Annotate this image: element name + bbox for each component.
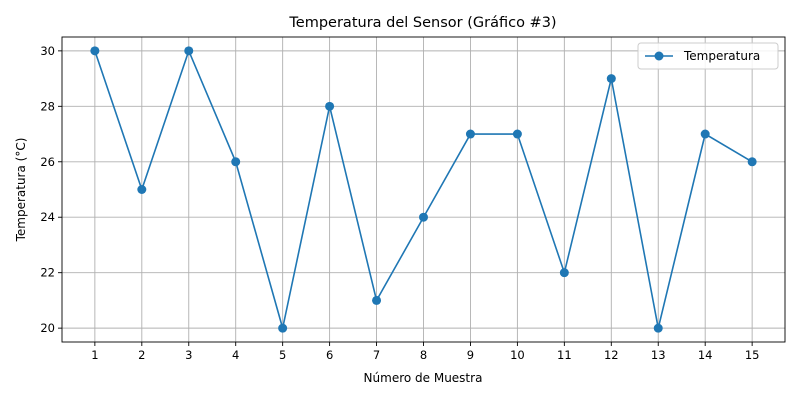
legend-marker xyxy=(654,51,664,61)
data-point xyxy=(231,157,241,167)
data-point xyxy=(137,185,147,194)
x-tick-label: 9 xyxy=(467,348,474,362)
x-tick-label: 11 xyxy=(557,348,572,362)
x-tick-label: 2 xyxy=(138,348,145,362)
data-point xyxy=(184,46,194,56)
y-axis-label: Temperatura (°C) xyxy=(14,138,28,243)
data-point xyxy=(747,157,757,167)
data-point xyxy=(419,212,428,222)
data-point xyxy=(559,268,569,278)
x-tick-label: 6 xyxy=(326,348,333,362)
x-tick-label: 12 xyxy=(604,348,619,362)
y-tick-label: 24 xyxy=(40,210,55,224)
x-axis-label: Número de Muestra xyxy=(364,371,483,385)
legend-box xyxy=(637,42,779,70)
data-point xyxy=(700,129,710,139)
data-point xyxy=(653,323,663,333)
data-point xyxy=(372,295,382,305)
series-layer xyxy=(90,46,757,333)
data-point xyxy=(90,46,100,56)
y-tick-label: 26 xyxy=(40,155,55,169)
x-tick-label: 4 xyxy=(232,348,239,362)
data-point xyxy=(325,101,335,111)
x-tick-label: 5 xyxy=(279,348,286,362)
chart-title: Temperatura del Sensor (Gráfico #3) xyxy=(288,15,556,31)
x-tick-label: 15 xyxy=(745,348,760,362)
data-point xyxy=(278,323,288,333)
data-point xyxy=(606,74,616,84)
x-tick-label: 13 xyxy=(651,348,666,362)
x-tick-label: 3 xyxy=(185,348,192,362)
y-tick-label: 28 xyxy=(40,99,55,113)
x-tick-label: 10 xyxy=(510,348,525,362)
legend: Temperatura xyxy=(637,42,779,70)
grid xyxy=(62,37,785,342)
x-tick-label: 7 xyxy=(373,348,380,362)
y-tick-label: 22 xyxy=(40,266,55,280)
y-tick-label: 20 xyxy=(40,321,55,335)
legend-label: Temperatura xyxy=(683,49,760,63)
x-tick-label: 1 xyxy=(91,348,98,362)
x-tick-label: 8 xyxy=(420,348,427,362)
y-tick-label: 30 xyxy=(40,44,55,58)
data-point xyxy=(512,129,522,139)
x-tick-label: 14 xyxy=(698,348,713,362)
data-point xyxy=(465,129,475,139)
